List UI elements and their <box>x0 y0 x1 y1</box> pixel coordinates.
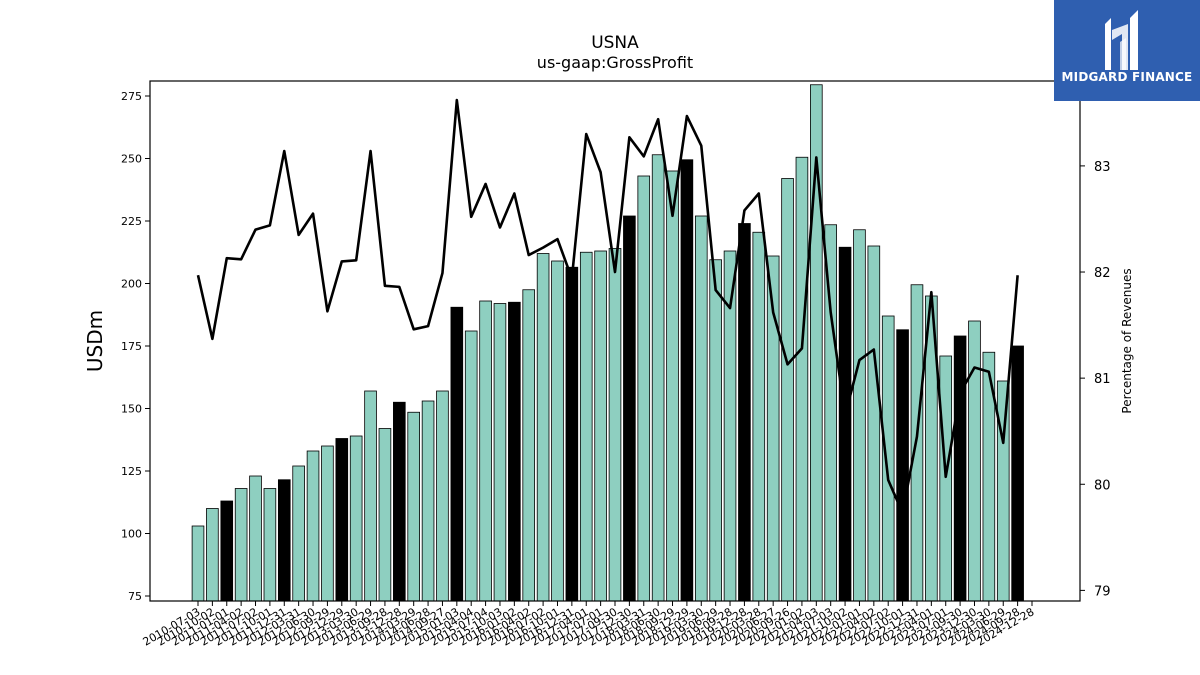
bar <box>781 178 794 602</box>
bar <box>1011 345 1024 602</box>
y2-tick-label: 83 <box>1094 160 1111 175</box>
x-axis: 2010-07-032010-10-022011-01-012011-04-02… <box>141 601 1037 649</box>
bar <box>522 289 536 602</box>
y-tick-label: 200 <box>121 278 142 291</box>
bar <box>608 248 622 602</box>
y-tick-label: 225 <box>121 215 142 228</box>
bar <box>623 215 636 602</box>
y2-tick-label: 79 <box>1094 584 1111 599</box>
bar <box>896 329 909 602</box>
bar <box>565 266 579 602</box>
bar <box>249 475 262 602</box>
bar <box>421 400 435 602</box>
bar <box>464 330 478 602</box>
bar <box>579 251 593 602</box>
bar <box>881 315 895 602</box>
bar <box>493 303 507 602</box>
bar <box>450 306 464 602</box>
y-tick-label: 100 <box>121 528 142 541</box>
bar <box>335 438 349 602</box>
y2-axis: 79 80 81 82 83 <box>1080 160 1111 599</box>
bar <box>349 435 363 602</box>
y2-tick-label: 80 <box>1094 478 1111 493</box>
bar <box>206 508 219 602</box>
bar <box>292 465 305 602</box>
bar <box>867 245 881 602</box>
bar <box>651 154 665 602</box>
bar <box>795 156 809 602</box>
bar <box>508 301 521 602</box>
bar <box>364 390 377 602</box>
line-series <box>196 98 1019 515</box>
bar <box>968 320 981 602</box>
bar <box>277 479 291 602</box>
bar <box>191 525 205 602</box>
y-axis: 75 100 125 150 175 200 225 250 275 <box>121 90 150 603</box>
bar <box>220 500 234 602</box>
bar <box>996 380 1010 602</box>
y2-tick-label: 81 <box>1094 372 1111 387</box>
bar <box>637 175 651 602</box>
bar <box>939 355 953 602</box>
chart-title: USNA <box>591 33 639 53</box>
bar <box>479 300 492 602</box>
bar <box>953 335 967 602</box>
bar <box>738 223 751 602</box>
bar <box>594 250 607 602</box>
y2-tick-label: 82 <box>1094 266 1111 281</box>
bar <box>752 231 766 602</box>
bar <box>838 246 852 602</box>
bar <box>306 450 320 602</box>
bar <box>694 215 708 602</box>
y-tick-label: 175 <box>121 340 142 353</box>
y-axis-label: USDm <box>83 310 107 372</box>
bar <box>407 411 420 602</box>
plot-frame <box>149 80 1081 602</box>
bar <box>378 428 392 602</box>
bar <box>853 229 866 602</box>
y2-axis-label: Percentage of Revenues <box>1120 268 1134 413</box>
bar <box>666 170 679 602</box>
bar <box>551 260 564 602</box>
bar <box>436 390 449 602</box>
bar <box>234 488 248 602</box>
bar <box>709 259 722 602</box>
logo-mark-icon <box>1105 10 1138 70</box>
y-tick-label: 125 <box>121 465 142 478</box>
chart-subtitle: us-gaap:GrossProfit <box>537 53 693 72</box>
y-tick-label: 150 <box>121 403 142 416</box>
y-tick-label: 75 <box>128 590 142 603</box>
y-tick-label: 250 <box>121 153 142 166</box>
y-tick-label: 275 <box>121 90 142 103</box>
bar <box>263 488 277 602</box>
bar <box>321 445 334 602</box>
bar <box>536 253 550 602</box>
percentage-line <box>196 98 1019 515</box>
bar <box>680 159 694 602</box>
bar-series <box>191 84 1024 602</box>
bar <box>393 401 406 602</box>
brand-logo: MIDGARD FINANCE <box>1054 0 1200 101</box>
logo-text: MIDGARD FINANCE <box>1061 70 1193 84</box>
